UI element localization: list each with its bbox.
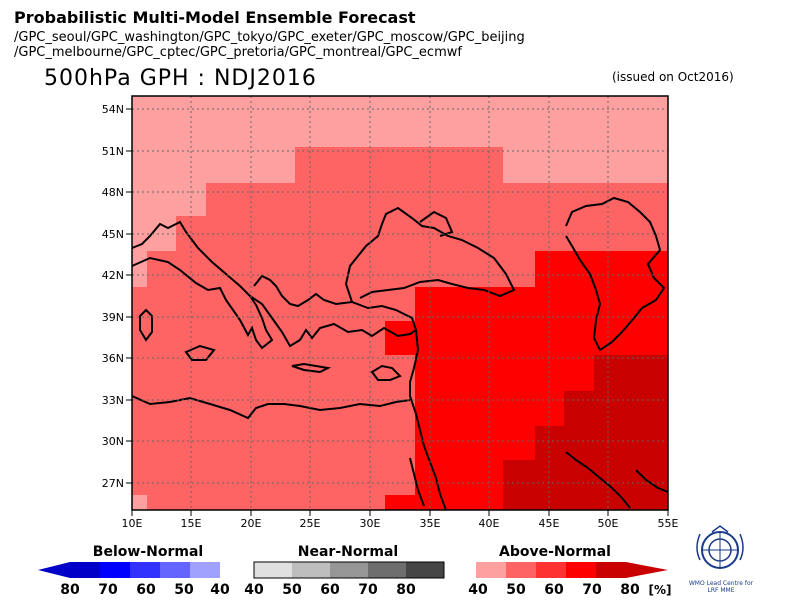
legend-above-arrow bbox=[626, 562, 668, 578]
legend-swatch bbox=[292, 562, 330, 578]
legend-near-value: 70 bbox=[358, 582, 378, 598]
lat-label: 33N bbox=[102, 394, 124, 407]
legend-above-value: 60 bbox=[544, 582, 564, 598]
legend-swatch bbox=[130, 562, 160, 578]
lon-label: 20E bbox=[241, 517, 262, 530]
legend-swatch bbox=[190, 562, 220, 578]
legend-swatch bbox=[368, 562, 406, 578]
lat-label: 54N bbox=[102, 103, 124, 116]
legend-above-value: 80 bbox=[620, 582, 640, 598]
legend-above-value: 50 bbox=[506, 582, 526, 598]
legend-below-value: 80 bbox=[60, 582, 80, 598]
lon-label: 45E bbox=[539, 517, 560, 530]
map-frame bbox=[131, 95, 669, 511]
legend-near-value: 80 bbox=[396, 582, 416, 598]
legend-swatch bbox=[476, 562, 506, 578]
legend-above-normal: Above-Normal 40 50 60 70 80 [%] bbox=[468, 544, 671, 598]
lat-label: 48N bbox=[102, 186, 124, 199]
legend-near-value: 50 bbox=[282, 582, 302, 598]
legend-below-arrow bbox=[38, 562, 70, 578]
map-ticks bbox=[126, 108, 669, 516]
coast-egypt bbox=[131, 395, 411, 420]
coast-levant bbox=[409, 329, 447, 511]
lat-label: 39N bbox=[102, 311, 124, 324]
models-line-2: /GPC_melbourne/GPC_cptec/GPC_pretoria/GP… bbox=[14, 45, 462, 60]
lat-label: 36N bbox=[102, 352, 124, 365]
coast-sardinia bbox=[139, 308, 153, 342]
probability-shading bbox=[132, 96, 668, 510]
legend-below-value: 70 bbox=[98, 582, 118, 598]
wmo-logo-caption: WMO Lead Centre for LRF MME bbox=[688, 580, 754, 594]
coast-caspian bbox=[565, 196, 666, 352]
coast-italy-balkans bbox=[131, 220, 274, 350]
lat-label: 30N bbox=[102, 435, 124, 448]
coast-cyprus bbox=[370, 364, 402, 381]
coast-azov bbox=[419, 210, 454, 237]
lat-label: 42N bbox=[102, 269, 124, 282]
legend-below-title: Below-Normal bbox=[93, 544, 203, 560]
map-grid bbox=[132, 96, 668, 510]
legend-near-value: 60 bbox=[320, 582, 340, 598]
legend-above-value: 40 bbox=[468, 582, 488, 598]
lon-label: 40E bbox=[479, 517, 500, 530]
legend-swatch bbox=[506, 562, 536, 578]
shade-above-80 bbox=[503, 355, 668, 510]
lon-label: 55E bbox=[658, 517, 679, 530]
legend-swatch bbox=[330, 562, 368, 578]
legend-below-value: 40 bbox=[210, 582, 230, 598]
legend-near-normal: Near-Normal 40 50 60 70 80 bbox=[244, 544, 445, 598]
variable-period-label: 500hPa GPH : NDJ2016 bbox=[44, 66, 317, 91]
legend-swatch bbox=[536, 562, 566, 578]
lon-label: 10E bbox=[122, 517, 143, 530]
legend-swatch bbox=[254, 562, 292, 578]
lon-label: 15E bbox=[181, 517, 202, 530]
lat-label: 45N bbox=[102, 228, 124, 241]
lon-labels: 10E 15E 20E 25E 30E 35E 40E 45E 50E 55E bbox=[122, 517, 679, 530]
legend-near-title: Near-Normal bbox=[298, 544, 398, 560]
models-line-1: /GPC_seoul/GPC_washington/GPC_tokyo/GPC_… bbox=[14, 30, 525, 45]
lon-label: 30E bbox=[360, 517, 381, 530]
legend-swatch bbox=[596, 562, 626, 578]
lat-label: 27N bbox=[102, 477, 124, 490]
coastlines bbox=[131, 196, 669, 511]
legend-below-value: 50 bbox=[174, 582, 194, 598]
coast-red-sea bbox=[409, 457, 425, 507]
coast-persian-gulf bbox=[565, 451, 669, 509]
legend-swatch bbox=[70, 562, 100, 578]
legend-swatch bbox=[160, 562, 190, 578]
legend-below-normal: Below-Normal 80 70 60 50 40 bbox=[38, 544, 230, 598]
lat-labels: 54N 51N 48N 45N 42N 39N 36N 33N 30N 27N bbox=[102, 103, 124, 490]
forecast-title: Probabilistic Multi-Model Ensemble Forec… bbox=[14, 8, 416, 27]
legend-unit: [%] bbox=[649, 583, 672, 597]
coast-sicily bbox=[184, 344, 216, 361]
lon-label: 35E bbox=[420, 517, 441, 530]
wmo-logo-icon bbox=[696, 525, 744, 569]
legend-near-value: 40 bbox=[244, 582, 264, 598]
legend-swatch bbox=[100, 562, 130, 578]
legend-above-value: 70 bbox=[582, 582, 602, 598]
legend-below-value: 60 bbox=[136, 582, 156, 598]
legend-swatch bbox=[566, 562, 596, 578]
lat-label: 51N bbox=[102, 145, 124, 158]
lon-label: 25E bbox=[300, 517, 321, 530]
coast-crete bbox=[291, 362, 332, 374]
legend-swatch bbox=[406, 562, 444, 578]
lon-label: 50E bbox=[598, 517, 619, 530]
legend-above-title: Above-Normal bbox=[499, 544, 611, 560]
issued-label: (issued on Oct2016) bbox=[612, 70, 734, 84]
coast-black-sea bbox=[344, 206, 516, 303]
